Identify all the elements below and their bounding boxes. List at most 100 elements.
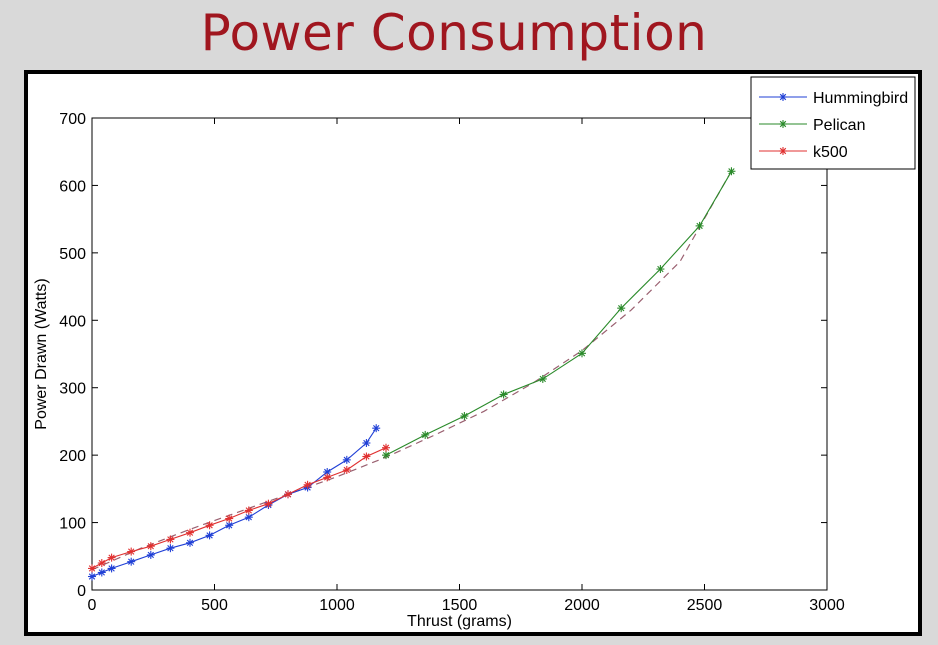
- data-point-hummingbird: [244, 513, 253, 522]
- data-point-hummingbird: [186, 538, 194, 547]
- data-point-k500: [264, 499, 273, 508]
- data-point-k500-stroke: [324, 474, 331, 481]
- data-point-hummingbird: [362, 439, 371, 448]
- data-point-k500-stroke: [98, 559, 105, 567]
- legend-label-k500: k500: [813, 144, 848, 161]
- data-point-k500: [284, 490, 292, 499]
- x-tick-label: 2000: [564, 597, 600, 614]
- data-point-k500: [342, 465, 351, 474]
- data-point-pelican-stroke: [728, 168, 735, 175]
- data-point-hummingbird: [166, 544, 175, 553]
- slide-title: Power Consumption: [200, 4, 708, 62]
- data-point-k500: [97, 559, 106, 568]
- data-point-k500: [323, 473, 332, 482]
- x-tick-label: 1000: [319, 597, 355, 614]
- data-point-hummingbird-stroke: [98, 569, 105, 576]
- data-point-hummingbird-stroke: [245, 513, 252, 521]
- y-tick-label: 400: [59, 313, 86, 330]
- data-point-hummingbird: [225, 521, 234, 530]
- data-point-pelican-stroke: [500, 391, 507, 398]
- data-point-pelican-stroke: [657, 265, 664, 273]
- y-tick-label: 200: [59, 448, 86, 465]
- data-point-hummingbird-stroke: [343, 456, 350, 464]
- legend-item-hummingbird: Hummingbird: [759, 90, 908, 107]
- data-point-k500-stroke: [382, 444, 390, 451]
- chart-frame: 0 500 1000 1500 2000 2500 3000 0 100 200 300 400 50…: [24, 70, 922, 636]
- data-point-k500-stroke: [265, 500, 272, 507]
- data-point-pelican: [499, 390, 508, 399]
- data-point-k500: [225, 514, 234, 523]
- fit-curve-line: [91, 175, 730, 571]
- data-point-k500: [146, 542, 155, 551]
- data-point-hummingbird: [372, 424, 381, 433]
- series-layer: [88, 167, 736, 581]
- legend-label-pelican: Pelican: [813, 117, 865, 134]
- legend-marker-k500: [779, 147, 787, 155]
- data-point-hummingbird: [88, 572, 96, 581]
- x-tick-label: 2500: [687, 597, 723, 614]
- data-point-hummingbird-stroke: [324, 468, 331, 476]
- data-point-k500: [303, 480, 312, 489]
- data-point-pelican-stroke: [578, 350, 586, 357]
- data-point-k500: [244, 506, 253, 515]
- x-tick-label: 0: [88, 597, 97, 614]
- data-point-k500-stroke: [186, 529, 194, 536]
- data-point-k500: [88, 564, 96, 573]
- data-point-hummingbird: [205, 531, 214, 540]
- data-point-pelican: [617, 304, 626, 313]
- data-point-pelican: [727, 167, 736, 176]
- legend-marker-hummingbird-stroke: [779, 93, 787, 101]
- data-point-hummingbird-stroke: [167, 545, 174, 552]
- x-axis: 0 500 1000 1500 2000 2500 3000: [88, 118, 845, 614]
- fit-curve-layer: [91, 175, 730, 571]
- series-k500: [88, 443, 390, 573]
- x-tick-label: 1500: [442, 597, 478, 614]
- legend-marker-pelican: [779, 120, 787, 128]
- data-point-pelican-stroke: [696, 222, 703, 230]
- plot-area: [91, 117, 828, 591]
- data-point-k500-stroke: [343, 466, 350, 474]
- data-point-k500-stroke: [363, 453, 370, 460]
- data-point-pelican-stroke: [618, 304, 625, 312]
- y-tick-label: 0: [77, 583, 86, 600]
- data-point-k500-stroke: [167, 536, 174, 543]
- legend-box: [750, 76, 916, 170]
- y-axis-label: Power Drawn (Watts): [33, 278, 50, 429]
- data-point-k500-stroke: [304, 481, 311, 489]
- data-point-k500-stroke: [226, 515, 233, 522]
- x-tick-label: 3000: [809, 597, 845, 614]
- y-tick-label: 100: [59, 516, 86, 533]
- data-point-k500-stroke: [128, 548, 135, 555]
- x-tick-label: 500: [201, 597, 228, 614]
- data-point-hummingbird: [342, 455, 351, 464]
- data-point-hummingbird-stroke: [226, 522, 233, 529]
- data-point-k500-stroke: [245, 507, 252, 514]
- data-point-hummingbird-stroke: [147, 551, 154, 559]
- y-tick-label: 700: [59, 111, 86, 128]
- data-point-k500-stroke: [108, 554, 115, 561]
- series-line-pelican: [385, 171, 732, 456]
- data-point-k500-stroke: [206, 522, 213, 529]
- data-point-hummingbird-stroke: [186, 539, 194, 546]
- data-point-hummingbird: [127, 557, 136, 566]
- data-point-k500: [205, 521, 214, 530]
- legend-marker-k500-stroke: [779, 147, 787, 155]
- data-point-hummingbird: [97, 568, 106, 577]
- data-point-k500-stroke: [284, 491, 292, 498]
- data-point-pelican: [382, 451, 390, 460]
- data-point-hummingbird: [107, 564, 116, 573]
- y-tick-label: 600: [59, 178, 86, 195]
- data-point-hummingbird-stroke: [128, 558, 135, 565]
- legend-marker-pelican-stroke: [779, 120, 787, 128]
- data-point-pelican: [421, 430, 430, 439]
- series-pelican: [382, 167, 736, 460]
- data-point-k500: [166, 535, 175, 544]
- data-point-pelican-stroke: [382, 451, 390, 459]
- data-point-hummingbird-stroke: [206, 532, 213, 539]
- y-tick-label: 500: [59, 246, 86, 263]
- data-point-pelican: [578, 349, 586, 358]
- x-axis-label: Thrust (grams): [407, 613, 512, 630]
- data-point-pelican-stroke: [422, 431, 429, 439]
- data-point-pelican: [460, 412, 469, 421]
- y-axis: 0 100 200 300 400 500 600 700: [59, 111, 827, 600]
